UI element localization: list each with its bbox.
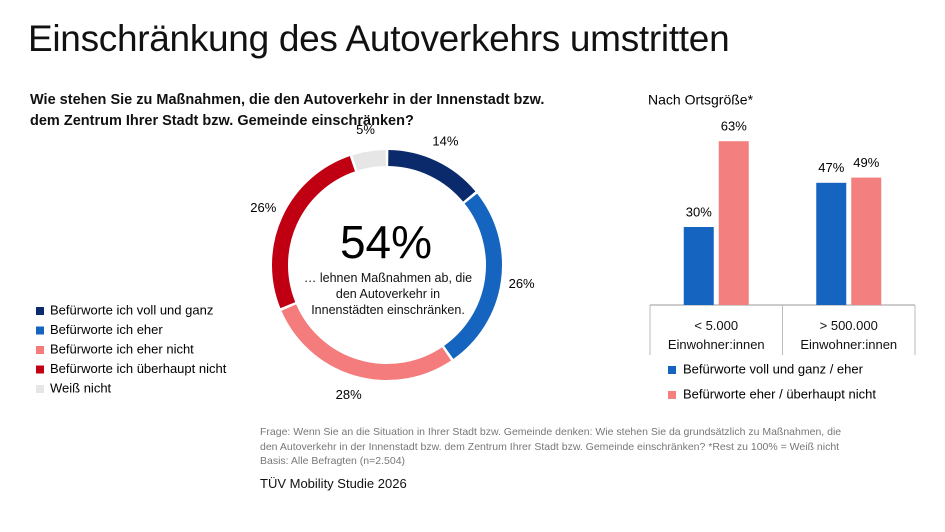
legend-swatch — [668, 391, 676, 399]
bar — [816, 182, 847, 305]
value-label: 26% — [509, 276, 535, 291]
value-label: 26% — [250, 200, 276, 215]
footnote: Frage: Wenn Sie an die Situation in Ihre… — [260, 426, 842, 453]
bar-title: Nach Ortsgröße* — [648, 92, 754, 108]
bar — [683, 227, 714, 305]
legend-swatch — [36, 307, 44, 315]
donut-segment — [444, 193, 502, 359]
title: Einschränkung des Autoverkehrs umstritte… — [28, 18, 730, 59]
bar — [851, 177, 882, 305]
value-label: 14% — [432, 134, 458, 149]
question: Wie stehen Sie zu Maßnahmen, die den Aut… — [30, 92, 545, 129]
footnote: Basis: Alle Befragten (n=2.504) — [260, 455, 406, 467]
center-label: 54% — [340, 216, 432, 268]
legend-label: Befürworte eher / überhaupt nicht — [683, 386, 876, 401]
donut-segment — [281, 304, 452, 380]
value-label: 49% — [853, 155, 879, 170]
legend-label: Befürworte ich eher — [50, 322, 163, 337]
legend-label: Befürworte ich überhaupt nicht — [50, 361, 227, 376]
source: TÜV Mobility Studie 2026 — [260, 476, 407, 491]
bar — [718, 141, 749, 305]
x-tick-label: > 500.000 Einwohner:innen — [800, 318, 898, 352]
x-tick-label: < 5.000 Einwohner:innen — [667, 318, 765, 352]
legend-label: Weiß nicht — [50, 380, 112, 395]
value-label: 30% — [686, 204, 712, 219]
legend-swatch — [36, 326, 44, 335]
legend-swatch — [36, 365, 44, 374]
donut-segment — [387, 150, 476, 202]
center-text: … lehnen Maßnahmen ab, die den Autoverke… — [303, 271, 473, 317]
legend-swatch — [36, 385, 44, 393]
donut-segment — [272, 156, 356, 309]
legend-label: Befürworte ich eher nicht — [50, 341, 194, 356]
value-label: 63% — [721, 119, 747, 134]
legend-label: Befürworte ich voll und ganz — [50, 302, 213, 317]
legend-swatch — [36, 346, 44, 354]
value-label: 47% — [818, 160, 844, 175]
value-label: 5% — [356, 122, 375, 137]
legend-label: Befürworte voll und ganz / eher — [683, 361, 864, 376]
legend-swatch — [668, 366, 676, 374]
value-label: 28% — [336, 387, 362, 402]
donut-segment — [352, 150, 387, 171]
